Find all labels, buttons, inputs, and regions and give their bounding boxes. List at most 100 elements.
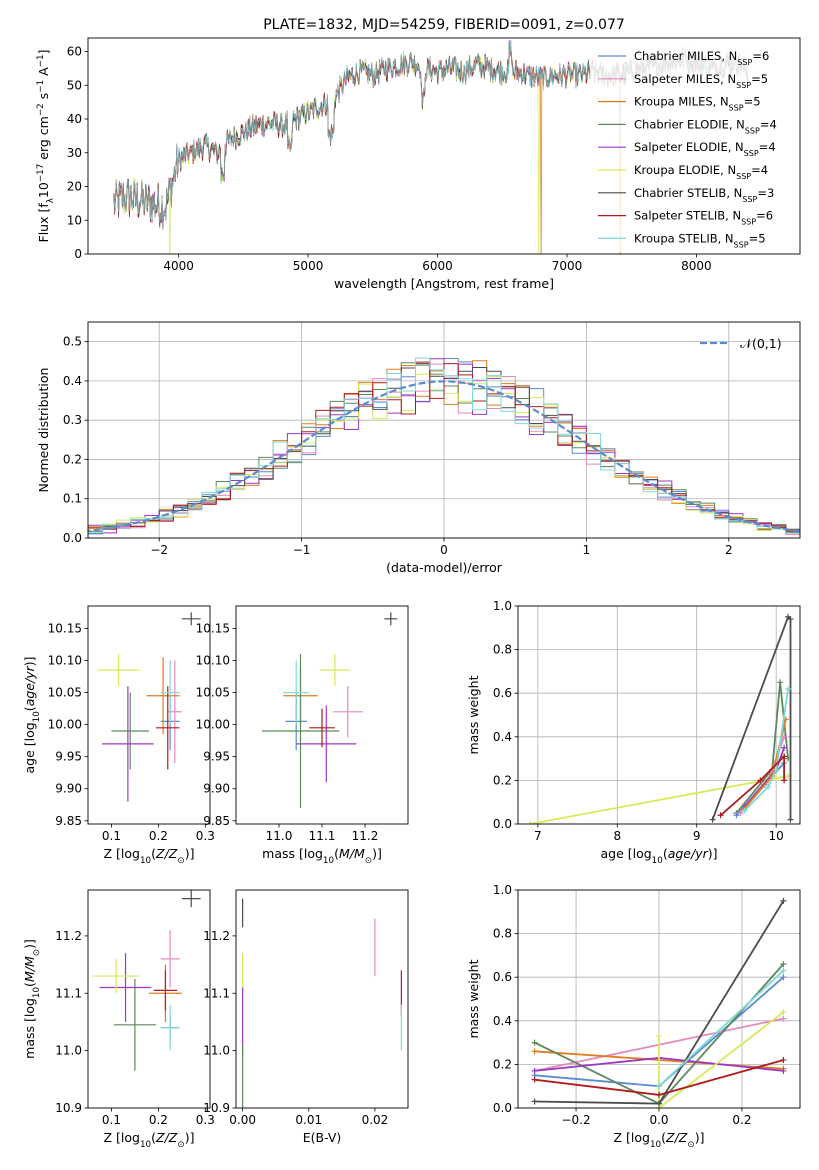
y-tick-label: 40 — [67, 112, 82, 126]
normal-curve — [88, 380, 800, 533]
y-tick-label: 60 — [67, 45, 82, 59]
x-tick-label: 1 — [583, 543, 591, 557]
x-tick-label: −1 — [293, 543, 311, 557]
y-tick-label: 0.0 — [493, 817, 512, 831]
legend-label-8: Kroupa STELIB, NSSP=5 — [634, 231, 766, 249]
x-axis-label: mass [log10(M/M⊙)] — [262, 846, 382, 866]
y-tick-label: 11.0 — [55, 1044, 82, 1058]
weight-marker — [531, 1067, 538, 1074]
weight-marker — [785, 685, 792, 692]
y-tick-label: 0.6 — [493, 970, 512, 984]
legend-label-normal: 𝒩(0,1) — [740, 336, 782, 351]
weight-marker — [531, 1098, 538, 1105]
errorbar-point-7 — [156, 686, 180, 770]
weight-marker — [780, 897, 787, 904]
x-axis-label: E(B-V) — [303, 1130, 342, 1145]
errorbar-point-1 — [160, 930, 180, 988]
plot-area — [518, 606, 800, 824]
weight-line-7 — [720, 754, 785, 816]
weight-marker — [785, 755, 792, 762]
errorbar-point-8 — [283, 660, 310, 725]
panel-1: −2 −1 0 1 2 0.0 0.1 0.2 0.3 0.4 0.5 (data-model)/er… — [36, 321, 801, 575]
x-tick-label: 0.00 — [229, 1113, 256, 1127]
weight-marker — [656, 1091, 662, 1098]
plot-area — [97, 612, 201, 802]
errorbar-point-7 — [153, 970, 178, 1011]
axes-frame — [517, 889, 801, 1109]
panel-4: 7 8 9 10 0.0 0.2 0.4 0.6 0.8 1.0 age [log10(age/yr… — [466, 599, 801, 866]
weight-marker — [656, 1083, 662, 1090]
x-tick-label: 5000 — [293, 259, 324, 273]
y-tick-label: 1.0 — [493, 599, 512, 613]
plot-area — [92, 890, 201, 1071]
x-axis-label: Z [log10(Z/Z⊙)] — [104, 846, 195, 866]
y-tick-label: 0.2 — [493, 773, 512, 787]
histogram-series-8 — [88, 357, 800, 534]
weight-marker — [709, 816, 716, 823]
weight-line-5 — [658, 1011, 784, 1108]
weight-marker — [780, 974, 787, 981]
x-tick-label: 0.3 — [196, 829, 215, 843]
y-tick-label: 10.00 — [48, 718, 82, 732]
x-tick-label: 8 — [613, 829, 621, 843]
plot-area — [518, 890, 800, 1108]
y-tick-label: 10.05 — [48, 686, 82, 700]
x-tick-label: −0.2 — [561, 1113, 590, 1127]
x-axis-label: age [log10(age/yr)] — [600, 846, 717, 866]
y-tick-label: 9.95 — [55, 750, 82, 764]
panel-2: 0.1 0.2 0.3 9.85 9.90 9.95 10.00 10.05 10.10 10.1… — [22, 605, 215, 866]
weight-marker — [741, 807, 748, 814]
y-tick-label: 20 — [67, 180, 82, 194]
x-tick-label: 8000 — [681, 259, 712, 273]
x-tick-label: 10 — [769, 829, 784, 843]
weight-marker — [656, 1033, 662, 1040]
y-tick-label: 0.6 — [493, 686, 512, 700]
errorbar-point-4 — [296, 705, 357, 783]
weight-marker — [781, 744, 788, 751]
errorbar-point-8 — [160, 660, 180, 725]
y-axis-label: mass weight — [466, 675, 481, 754]
weight-marker — [526, 821, 533, 824]
errorbar-point-4 — [99, 953, 152, 1022]
x-tick-label: 0.0 — [649, 1113, 668, 1127]
y-axis-label: Normed distribution — [36, 368, 51, 493]
errorbar-point-3 — [113, 978, 157, 1071]
legend-label-0: Chabrier MILES, NSSP=6 — [634, 49, 769, 67]
x-tick-label: 0.01 — [295, 1113, 322, 1127]
y-tick-label: 10.15 — [48, 621, 82, 635]
errorbar-point-1 — [332, 686, 363, 738]
weight-marker — [780, 1067, 787, 1074]
errorbar-point-3 — [111, 692, 149, 770]
weight-marker — [531, 1076, 538, 1083]
y-axis-label: age [log10(age/yr)] — [22, 656, 42, 773]
y-tick-label: 9.90 — [55, 782, 82, 796]
x-tick-label: 0.2 — [149, 829, 168, 843]
weight-line-6 — [711, 615, 792, 820]
x-tick-label: 11.1 — [309, 829, 336, 843]
y-tick-label: 9.85 — [55, 814, 82, 828]
plot-area — [261, 612, 398, 808]
panel-7: −0.2 0.0 0.2 0.0 0.2 0.4 0.6 0.8 1.0 Z [log10(Z/Z… — [466, 883, 801, 1150]
y-tick-label: 10.15 — [196, 621, 230, 635]
y-tick-label: 10 — [67, 213, 82, 227]
y-tick-label: 0.2 — [63, 452, 82, 466]
panel-6: 0.00 0.01 0.02 10.9 11.0 11.1 11.2 E(B-V) — [203, 889, 409, 1145]
legend-label-5: Kroupa ELODIE, NSSP=4 — [634, 163, 768, 181]
x-tick-label: 11.0 — [266, 829, 293, 843]
x-tick-label: 0.2 — [732, 1113, 751, 1127]
y-tick-label: 10.9 — [203, 1101, 230, 1115]
y-tick-label: 0.4 — [493, 730, 512, 744]
y-tick-label: 0.8 — [493, 927, 512, 941]
y-tick-label: 0.0 — [493, 1101, 512, 1115]
axes-frame — [87, 889, 211, 1109]
y-tick-label: 30 — [67, 146, 82, 160]
legend: Chabrier MILES, NSSP=6 Salpeter MILES, NS… — [590, 42, 798, 252]
y-axis-label: mass weight — [466, 959, 481, 1038]
y-tick-label: 11.2 — [55, 929, 82, 943]
y-tick-label: 50 — [67, 78, 82, 92]
x-tick-label: 0.3 — [196, 1113, 215, 1127]
axes-frame — [87, 321, 801, 539]
weight-marker — [531, 1039, 538, 1046]
y-tick-label: 0.1 — [63, 492, 82, 506]
